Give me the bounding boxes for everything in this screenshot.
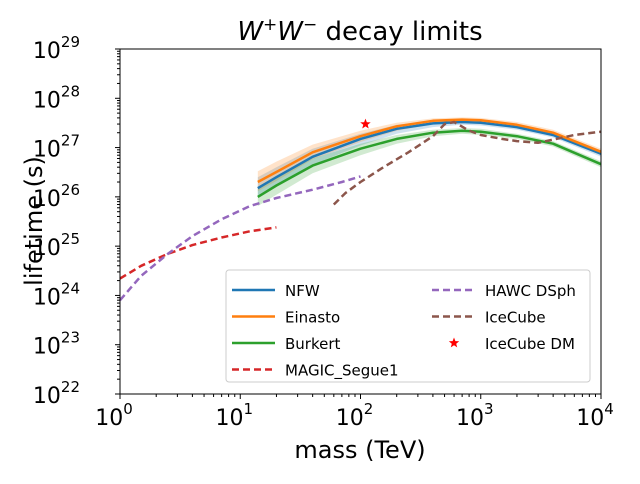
- burkert-line: [257, 129, 602, 198]
- x-tick-label: 101: [215, 400, 253, 431]
- hawc-dsph-line: [119, 175, 361, 302]
- nfw-band: [257, 119, 601, 197]
- burkert-band: [257, 128, 601, 207]
- icecube-line: [332, 120, 602, 206]
- legend-box: [225, 269, 591, 383]
- y-tick-label: 1028: [33, 82, 80, 113]
- einasto-line: [257, 118, 602, 184]
- x-axis-ticks: 100 101 102 103 104: [95, 394, 614, 431]
- x-tick-label: 100: [95, 400, 133, 431]
- legend[interactable]: NFW Einasto Burkert MAGIC_Segue1 HAWC DSph Ic…: [225, 269, 591, 383]
- legend-item-magic-segue1[interactable]: MAGIC_Segue1: [232, 362, 399, 381]
- icecube-dm-point: [360, 118, 371, 129]
- legend-item-einasto[interactable]: Einasto: [232, 309, 340, 327]
- chart-title: W+W− decay limits: [237, 15, 482, 47]
- legend-label: IceCube DM: [485, 335, 575, 353]
- legend-item-burkert[interactable]: Burkert: [232, 335, 341, 353]
- einasto-band: [257, 117, 601, 192]
- y-tick-label: 1023: [33, 329, 80, 360]
- legend-label: Burkert: [285, 335, 341, 353]
- nfw-line: [257, 120, 602, 190]
- y-axis-label: lifetime (s): [20, 156, 48, 286]
- legend-item-icecube-dm[interactable]: IceCube DM: [448, 335, 575, 353]
- legend-label: MAGIC_Segue1: [285, 362, 399, 381]
- x-axis-label: mass (TeV): [294, 436, 425, 464]
- series-lines: [119, 118, 602, 302]
- legend-label: HAWC DSph: [485, 282, 576, 300]
- legend-label: Einasto: [285, 309, 340, 327]
- magic-segue1-line: [119, 226, 277, 280]
- legend-label: NFW: [285, 282, 320, 300]
- legend-label: IceCube: [485, 309, 546, 327]
- legend-item-icecube[interactable]: IceCube: [432, 309, 546, 327]
- x-tick-label: 102: [336, 400, 374, 431]
- x-tick-label: 103: [456, 400, 494, 431]
- uncertainty-bands: [257, 117, 601, 207]
- legend-swatch: [448, 337, 460, 348]
- legend-item-nfw[interactable]: NFW: [232, 282, 320, 300]
- x-tick-label: 104: [576, 400, 614, 431]
- y-tick-label: 1029: [33, 33, 80, 64]
- y-tick-label: 1022: [33, 378, 80, 409]
- legend-item-hawc-dsph[interactable]: HAWC DSph: [432, 282, 576, 300]
